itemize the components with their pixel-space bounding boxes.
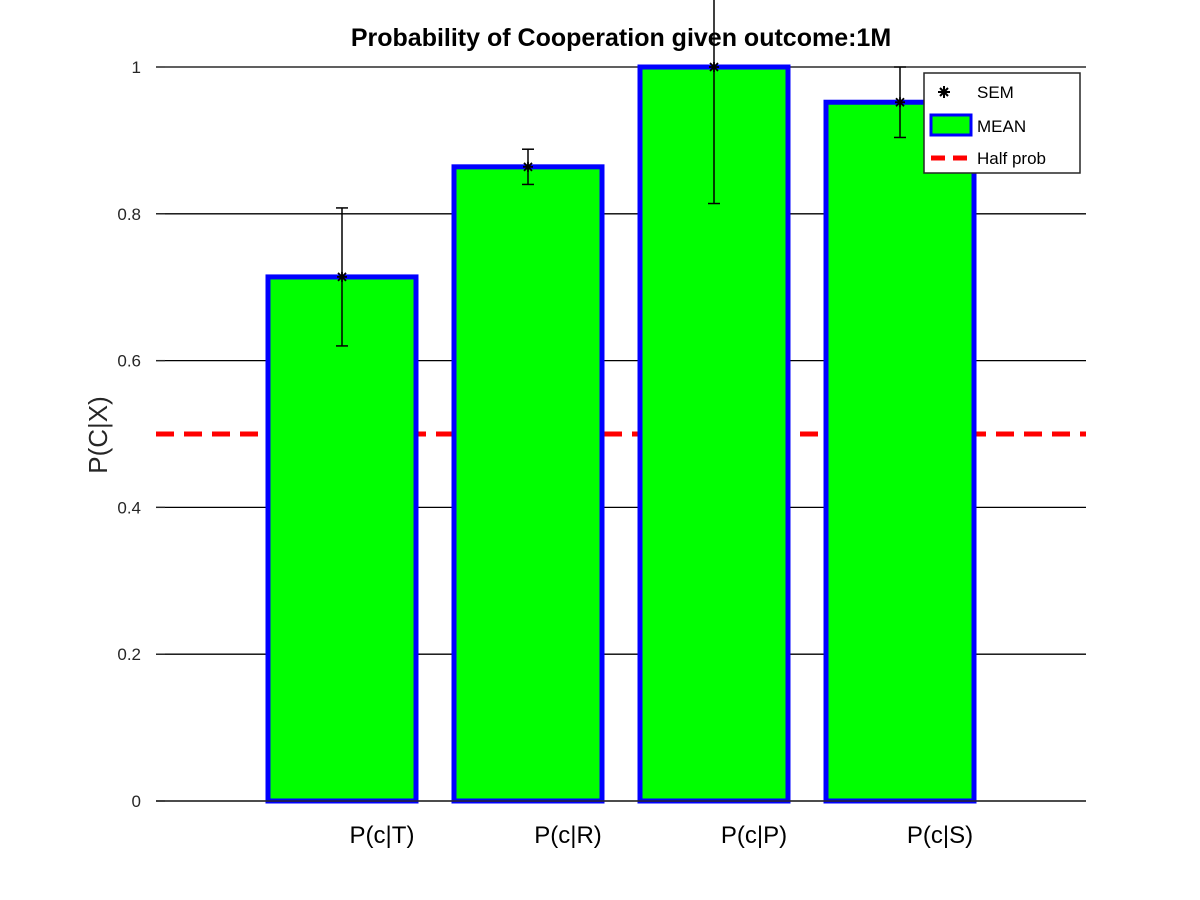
legend-sem-marker [938, 86, 950, 98]
x-category-label: P(c|T) [350, 822, 415, 849]
y-tick-label: 0 [132, 792, 141, 811]
legend: SEM MEAN Half prob [923, 72, 1081, 174]
sem-marker-stroke [709, 62, 719, 72]
y-tick-label: 0.4 [117, 498, 141, 517]
tick-labels: 0 0.2 0.4 0.6 0.8 1 P(c|T) P(c|R) P(c|P) P(c|S) [117, 58, 973, 849]
bar [265, 274, 419, 804]
sem-marker-stroke [523, 162, 533, 172]
sem-marker [709, 62, 719, 72]
x-category-label: P(c|R) [534, 822, 602, 849]
legend-half-prob-label: Half prob [977, 149, 1046, 168]
error-bars [336, 0, 906, 347]
sem-marker-stroke [895, 97, 905, 107]
chart-title: Probability of Cooperation given outcome… [351, 24, 891, 52]
y-tick-label: 1 [132, 58, 141, 77]
y-tick-label: 0.8 [117, 205, 141, 224]
legend-mean-swatch [929, 113, 973, 137]
y-tick-label: 0.6 [117, 352, 141, 371]
x-category-label: P(c|S) [907, 822, 973, 849]
sem-marker-stroke [337, 272, 347, 282]
bar [451, 164, 605, 804]
sem-marker [895, 97, 905, 108]
axes [156, 66, 1086, 802]
sem-marker [337, 271, 347, 282]
sem-marker [523, 161, 533, 172]
bar [823, 99, 977, 804]
legend-sem-label: SEM [977, 83, 1014, 102]
x-category-label: P(c|P) [721, 822, 787, 849]
y-axis-label: P(C|X) [83, 396, 113, 474]
legend-mean-label: MEAN [977, 117, 1026, 136]
y-tick-label: 0.2 [117, 645, 141, 664]
